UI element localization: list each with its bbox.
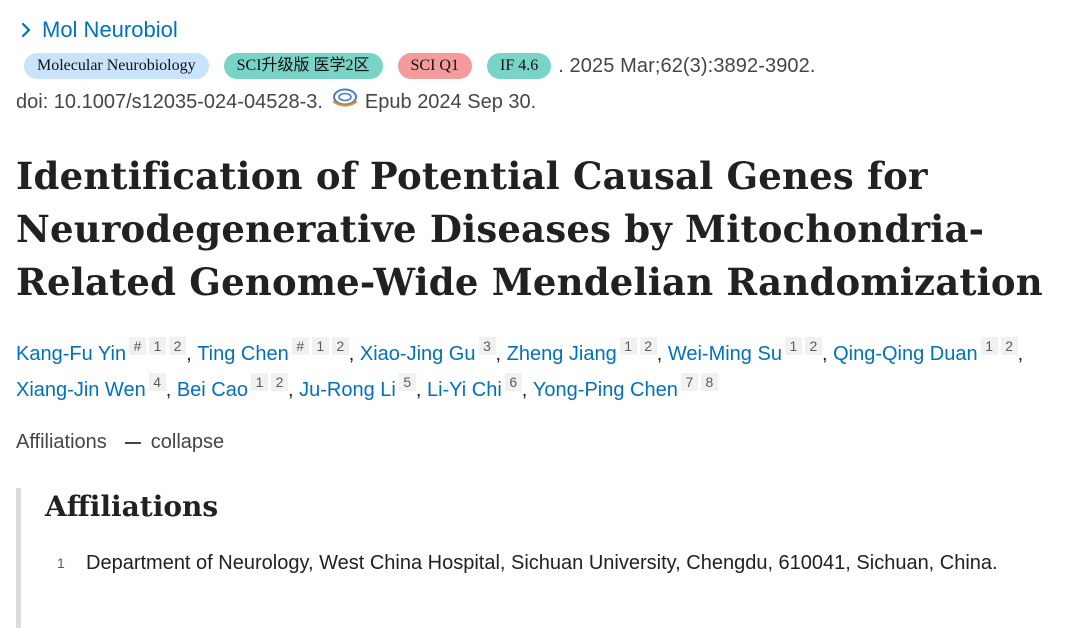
equal-contribution-mark: # [291, 337, 309, 355]
affiliation-ref[interactable]: 5 [398, 373, 416, 391]
affiliations-section: Affiliations 1 Department of Neurology, … [16, 488, 1080, 628]
author-name-link[interactable]: Yong-Ping Chen [532, 379, 678, 401]
affiliation-text: Department of Neurology, West China Hosp… [86, 552, 998, 574]
affiliation-ref[interactable]: 2 [331, 337, 349, 355]
author-separator: , [348, 343, 360, 365]
chevron-right-icon [21, 22, 31, 38]
author-separator: , [186, 343, 198, 365]
epub-date: Epub 2024 Sep 30. [364, 91, 537, 113]
author-name-link[interactable]: Ting Chen [197, 343, 289, 365]
affiliations-toggle[interactable]: Affiliations collapse [16, 431, 224, 454]
minus-icon [124, 441, 141, 444]
author-entry: Kang-Fu Yin #1 2, [16, 337, 198, 365]
author-entry: Wei-Ming Su 1 2, [667, 337, 834, 365]
affiliations-heading: Affiliations [45, 490, 219, 523]
doi-link[interactable]: doi: 10.1007/s12035-024-04528-3. [16, 91, 323, 113]
author-entry: Yong-Ping Chen 7 8 [532, 373, 718, 401]
free-pmc-article-icon[interactable] [331, 88, 359, 110]
affiliation-ref[interactable]: 1 [250, 373, 268, 391]
affiliation-ref[interactable]: 1 [980, 337, 998, 355]
article-page: Mol Neurobiol Molecular Neurobiology SCI… [16, 17, 1076, 628]
article-title: Identification of Potential Causal Genes… [16, 154, 1043, 304]
affiliation-number: 1 [57, 555, 65, 571]
author-entry: Bei Cao 1 2, [176, 373, 300, 401]
affiliation-ref[interactable]: 2 [169, 337, 187, 355]
author-separator: , [521, 379, 533, 401]
affiliations-collapse-action[interactable]: collapse [150, 431, 225, 453]
journal-link[interactable]: Mol Neurobiol [16, 17, 178, 43]
author-name-link[interactable]: Li-Yi Chi [426, 379, 502, 401]
author-entry: Xiang-Jin Wen 4, [16, 373, 177, 401]
citation-text: . 2025 Mar;62(3):3892-3902. [558, 54, 816, 77]
affiliation-ref[interactable]: 3 [478, 337, 496, 355]
impact-factor-badge[interactable]: IF 4.6 [486, 53, 552, 79]
sci-quartile-badge[interactable]: SCI Q1 [397, 53, 472, 79]
affiliation-ref[interactable]: 1 [149, 337, 167, 355]
affiliation-ref[interactable]: 2 [270, 373, 288, 391]
sci-level-badge[interactable]: SCI升级版 医学2区 [223, 53, 383, 79]
affiliation-ref[interactable]: 4 [148, 373, 166, 391]
author-separator: , [165, 379, 177, 401]
author-separator: , [415, 379, 427, 401]
affiliation-item: 1 Department of Neurology, West China Ho… [57, 546, 1067, 581]
affiliation-ref[interactable]: 6 [504, 373, 522, 391]
author-entry: Li-Yi Chi 6, [426, 373, 533, 401]
affiliation-ref[interactable]: 2 [1000, 337, 1018, 355]
author-separator: , [1017, 343, 1024, 365]
author-name-link[interactable]: Ju-Rong Li [299, 379, 396, 401]
author-separator: , [287, 379, 300, 401]
author-entry: Zheng Jiang 1 2, [506, 337, 668, 365]
affiliation-ref[interactable]: 8 [700, 373, 718, 391]
author-name-link[interactable]: Zheng Jiang [506, 343, 617, 365]
author-separator: , [656, 343, 668, 365]
author-entry: Xiao-Jing Gu 3, [359, 337, 507, 365]
author-entry: Qing-Qing Duan 1 2, [833, 337, 1024, 365]
equal-contribution-mark: # [129, 337, 147, 355]
author-separator: , [821, 343, 834, 365]
journal-badge[interactable]: Molecular Neurobiology [24, 53, 209, 79]
author-name-link[interactable]: Kang-Fu Yin [16, 343, 127, 365]
author-name-link[interactable]: Bei Cao [176, 379, 248, 401]
affiliation-ref[interactable]: 1 [784, 337, 802, 355]
affiliation-ref[interactable]: 1 [619, 337, 637, 355]
author-name-link[interactable]: Xiao-Jing Gu [359, 343, 476, 365]
doi-line: doi: 10.1007/s12035-024-04528-3. Epub 20… [16, 88, 537, 114]
affiliation-ref[interactable]: 2 [639, 337, 657, 355]
author-name-link[interactable]: Qing-Qing Duan [833, 343, 978, 365]
author-separator: , [495, 343, 507, 365]
affiliation-ref[interactable]: 2 [804, 337, 822, 355]
citation-line: Molecular Neurobiology SCI升级版 医学2区 SCI Q… [24, 53, 816, 79]
affiliation-ref[interactable]: 1 [311, 337, 329, 355]
author-entry: Ting Chen #1 2, [197, 337, 360, 365]
author-name-link[interactable]: Wei-Ming Su [667, 343, 782, 365]
affiliation-ref[interactable]: 7 [680, 373, 698, 391]
authors-list: Kang-Fu Yin #1 2, Ting Chen #1 2, Xiao-Jing … [16, 336, 1076, 408]
journal-abbrev[interactable]: Mol Neurobiol [42, 17, 178, 42]
author-entry: Ju-Rong Li 5, [299, 373, 427, 401]
author-name-link[interactable]: Xiang-Jin Wen [16, 379, 146, 401]
affiliations-toggle-label: Affiliations [16, 431, 107, 453]
